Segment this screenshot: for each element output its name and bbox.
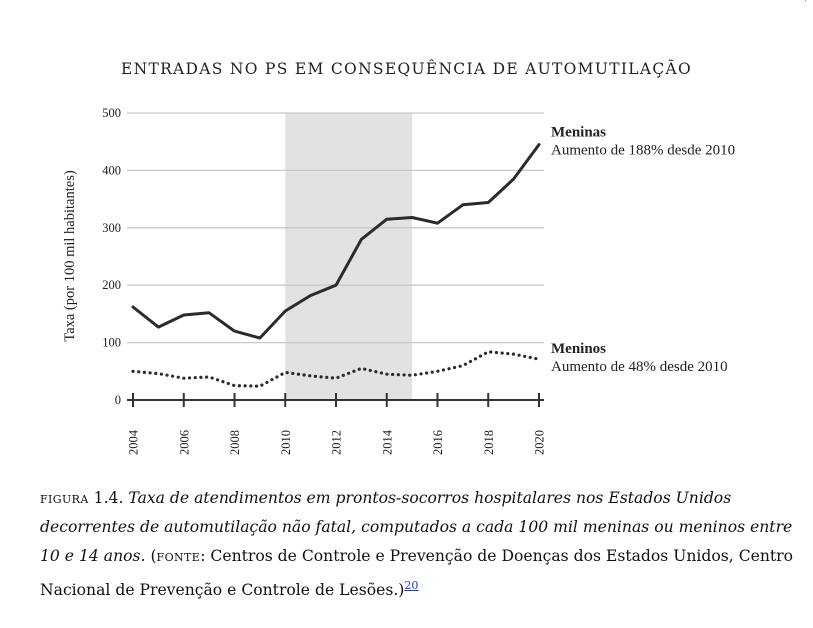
caption-number: 1.4. — [93, 489, 124, 507]
y-tick-label: 300 — [102, 221, 121, 235]
x-tick-label: 2016 — [431, 430, 445, 455]
figure-caption: figura 1.4. Taxa de atendimentos em pron… — [40, 484, 800, 605]
y-axis-label: Taxa (por 100 mil habitantes) — [62, 170, 78, 341]
x-tick-label: 2014 — [380, 429, 394, 455]
caption-source-open: ( — [150, 547, 157, 565]
caption-source-label: fonte — [156, 547, 201, 565]
series-line-meninos — [131, 350, 541, 388]
series-annotation: Aumento de 188% desde 2010 — [551, 143, 735, 159]
series-label: Meninas — [551, 125, 606, 141]
chart: 0 100 200 300 400 500 2004 2006 2008 2010 2012 2014… — [62, 106, 735, 455]
y-tick-label: 200 — [102, 278, 121, 292]
x-tick-label: 2020 — [533, 430, 547, 455]
footnote-link[interactable]: 20 — [404, 579, 419, 592]
y-tick-label: 100 — [102, 336, 121, 350]
y-tick-label: 400 — [102, 163, 121, 177]
x-tick-label: 2008 — [228, 430, 242, 455]
caption-label: figura — [40, 489, 89, 507]
series-label: Meninos — [551, 341, 606, 357]
caption-text: Taxa de atendimentos em prontos-socorros… — [40, 489, 793, 565]
chart-title: ENTRADAS NO PS EM CONSEQUÊNCIA DE AUTOMU… — [120, 60, 693, 78]
series-line-meninas — [131, 143, 541, 340]
y-tick-label: 0 — [115, 393, 121, 407]
x-tick-label: 2006 — [177, 430, 191, 455]
shaded-period — [285, 113, 413, 400]
x-tick-label: 2018 — [482, 430, 496, 455]
x-tick-label: 2004 — [127, 429, 141, 455]
x-tick-label: 2012 — [330, 430, 344, 455]
corner-mark: ' — [803, 0, 807, 10]
series-annotation: Aumento de 48% desde 2010 — [551, 359, 728, 375]
y-tick-label: 500 — [102, 106, 121, 120]
caption-source-text: : Centros de Controle e Prevenção de Doe… — [40, 547, 794, 600]
x-tick-label: 2010 — [279, 430, 293, 455]
